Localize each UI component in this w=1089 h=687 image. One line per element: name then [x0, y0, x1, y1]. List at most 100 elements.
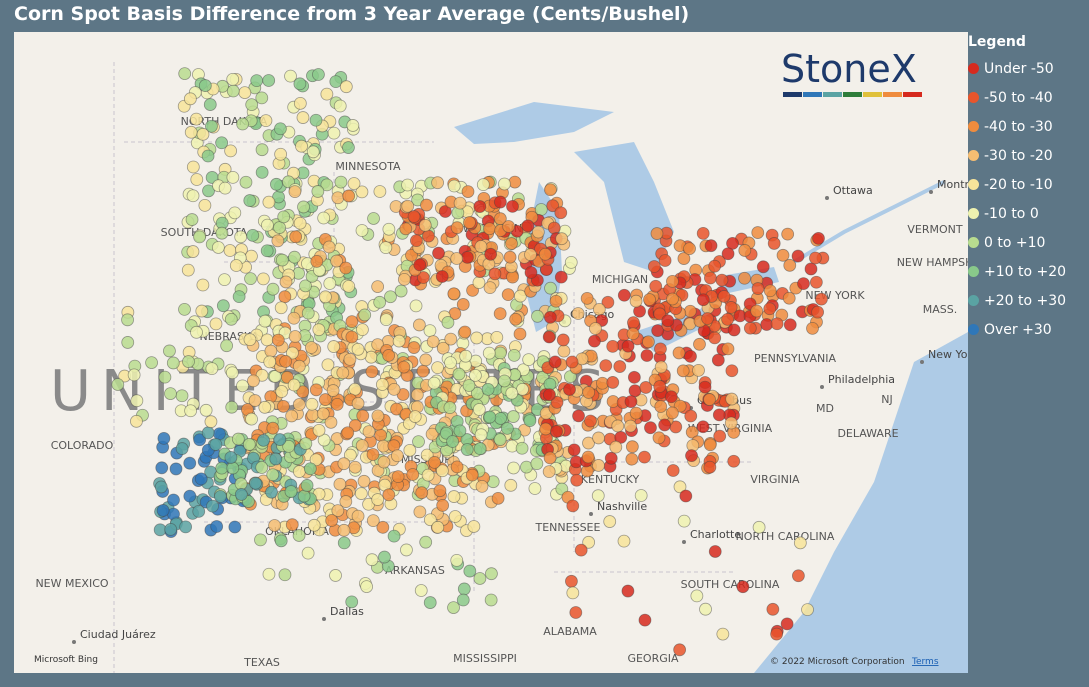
station-dot	[441, 316, 455, 329]
station-dot	[271, 234, 285, 248]
station-dot	[521, 219, 535, 233]
legend-swatch	[968, 237, 979, 248]
legend-label: Over +30	[984, 321, 1052, 338]
station-dot	[164, 523, 178, 536]
station-dot	[224, 312, 238, 326]
station-dot	[447, 601, 460, 614]
station-dot	[301, 306, 315, 320]
station-dot	[196, 127, 210, 141]
station-dot	[189, 112, 203, 126]
station-dot	[357, 474, 371, 488]
station-dot	[301, 546, 315, 560]
station-dot	[384, 290, 397, 304]
station-dot	[683, 304, 697, 318]
station-dot	[433, 484, 447, 498]
station-dot	[498, 177, 511, 191]
station-dot	[666, 292, 679, 306]
station-dot	[448, 510, 462, 523]
station-dot	[292, 529, 306, 542]
station-dot	[226, 72, 240, 86]
station-dot	[278, 290, 292, 304]
station-dot	[358, 308, 372, 322]
terms-link[interactable]: Terms	[911, 657, 939, 667]
map: UNITED STATESNORTH DAKOTAMINNESOTASOUTH …	[14, 32, 968, 673]
station-dot	[412, 318, 426, 332]
station-dot	[284, 485, 298, 498]
logo-bar	[903, 92, 922, 97]
station-dot	[274, 147, 288, 161]
station-dot	[309, 113, 323, 127]
station-dot	[685, 449, 698, 463]
station-dot	[351, 342, 365, 356]
station-dot	[246, 228, 260, 242]
station-dot	[651, 324, 665, 338]
station-dot	[260, 244, 274, 258]
station-dot	[371, 493, 385, 506]
station-dot	[582, 535, 596, 549]
station-dot	[556, 333, 570, 347]
station-dot	[473, 200, 487, 213]
station-dot	[269, 452, 283, 466]
station-dot	[482, 346, 496, 360]
logo-bar	[843, 92, 862, 97]
station-dot	[431, 176, 444, 190]
station-dot	[653, 380, 667, 393]
station-dot	[763, 284, 777, 298]
station-dot	[806, 321, 819, 335]
station-dot	[606, 376, 620, 389]
station-dot	[312, 423, 326, 437]
station-dot	[292, 359, 306, 373]
station-dot	[522, 353, 536, 367]
station-dot	[644, 421, 657, 435]
station-dot	[334, 175, 348, 189]
logo-bar	[883, 92, 902, 97]
station-dot	[345, 315, 359, 329]
station-dot	[345, 330, 359, 344]
station-dot	[725, 392, 739, 406]
legend-label: -40 to -30	[984, 118, 1053, 135]
station-dot	[356, 323, 369, 337]
station-dot	[444, 356, 457, 370]
station-dot	[322, 240, 336, 254]
station-dot	[317, 211, 331, 225]
state-label: NEW MEXICO	[35, 577, 108, 590]
city-dot	[929, 190, 933, 194]
station-dot	[557, 344, 571, 358]
station-dot	[397, 272, 411, 286]
station-dot	[300, 479, 314, 492]
state-label: VERMONT	[907, 223, 962, 236]
station-dot	[218, 273, 231, 287]
station-dot	[271, 333, 285, 347]
station-dot	[279, 275, 293, 289]
station-dot	[639, 381, 653, 394]
station-dot	[643, 293, 656, 306]
station-dot	[345, 595, 359, 609]
state-label: PENNSYLVANIA	[754, 352, 836, 365]
station-dot	[563, 383, 576, 396]
station-dot	[531, 309, 544, 323]
station-dot	[763, 302, 777, 316]
station-dot	[351, 396, 365, 410]
station-dot	[234, 477, 248, 491]
station-dot	[183, 92, 197, 106]
station-dot	[243, 333, 257, 347]
station-dot	[509, 312, 523, 326]
station-dot	[770, 627, 784, 641]
station-dot	[274, 534, 288, 548]
station-dot	[341, 426, 355, 440]
station-dot	[266, 282, 280, 296]
station-dot	[245, 98, 259, 112]
station-dot	[505, 386, 519, 400]
station-dot	[318, 393, 332, 406]
station-dot	[206, 499, 219, 513]
station-dot	[401, 199, 415, 213]
station-dot	[624, 419, 637, 433]
station-dot	[275, 253, 289, 267]
station-dot	[262, 74, 276, 87]
station-dot	[756, 260, 770, 274]
station-dot	[250, 74, 264, 88]
station-dot	[474, 240, 488, 253]
state-label: GEORGIA	[627, 652, 679, 665]
station-dot	[766, 602, 780, 616]
